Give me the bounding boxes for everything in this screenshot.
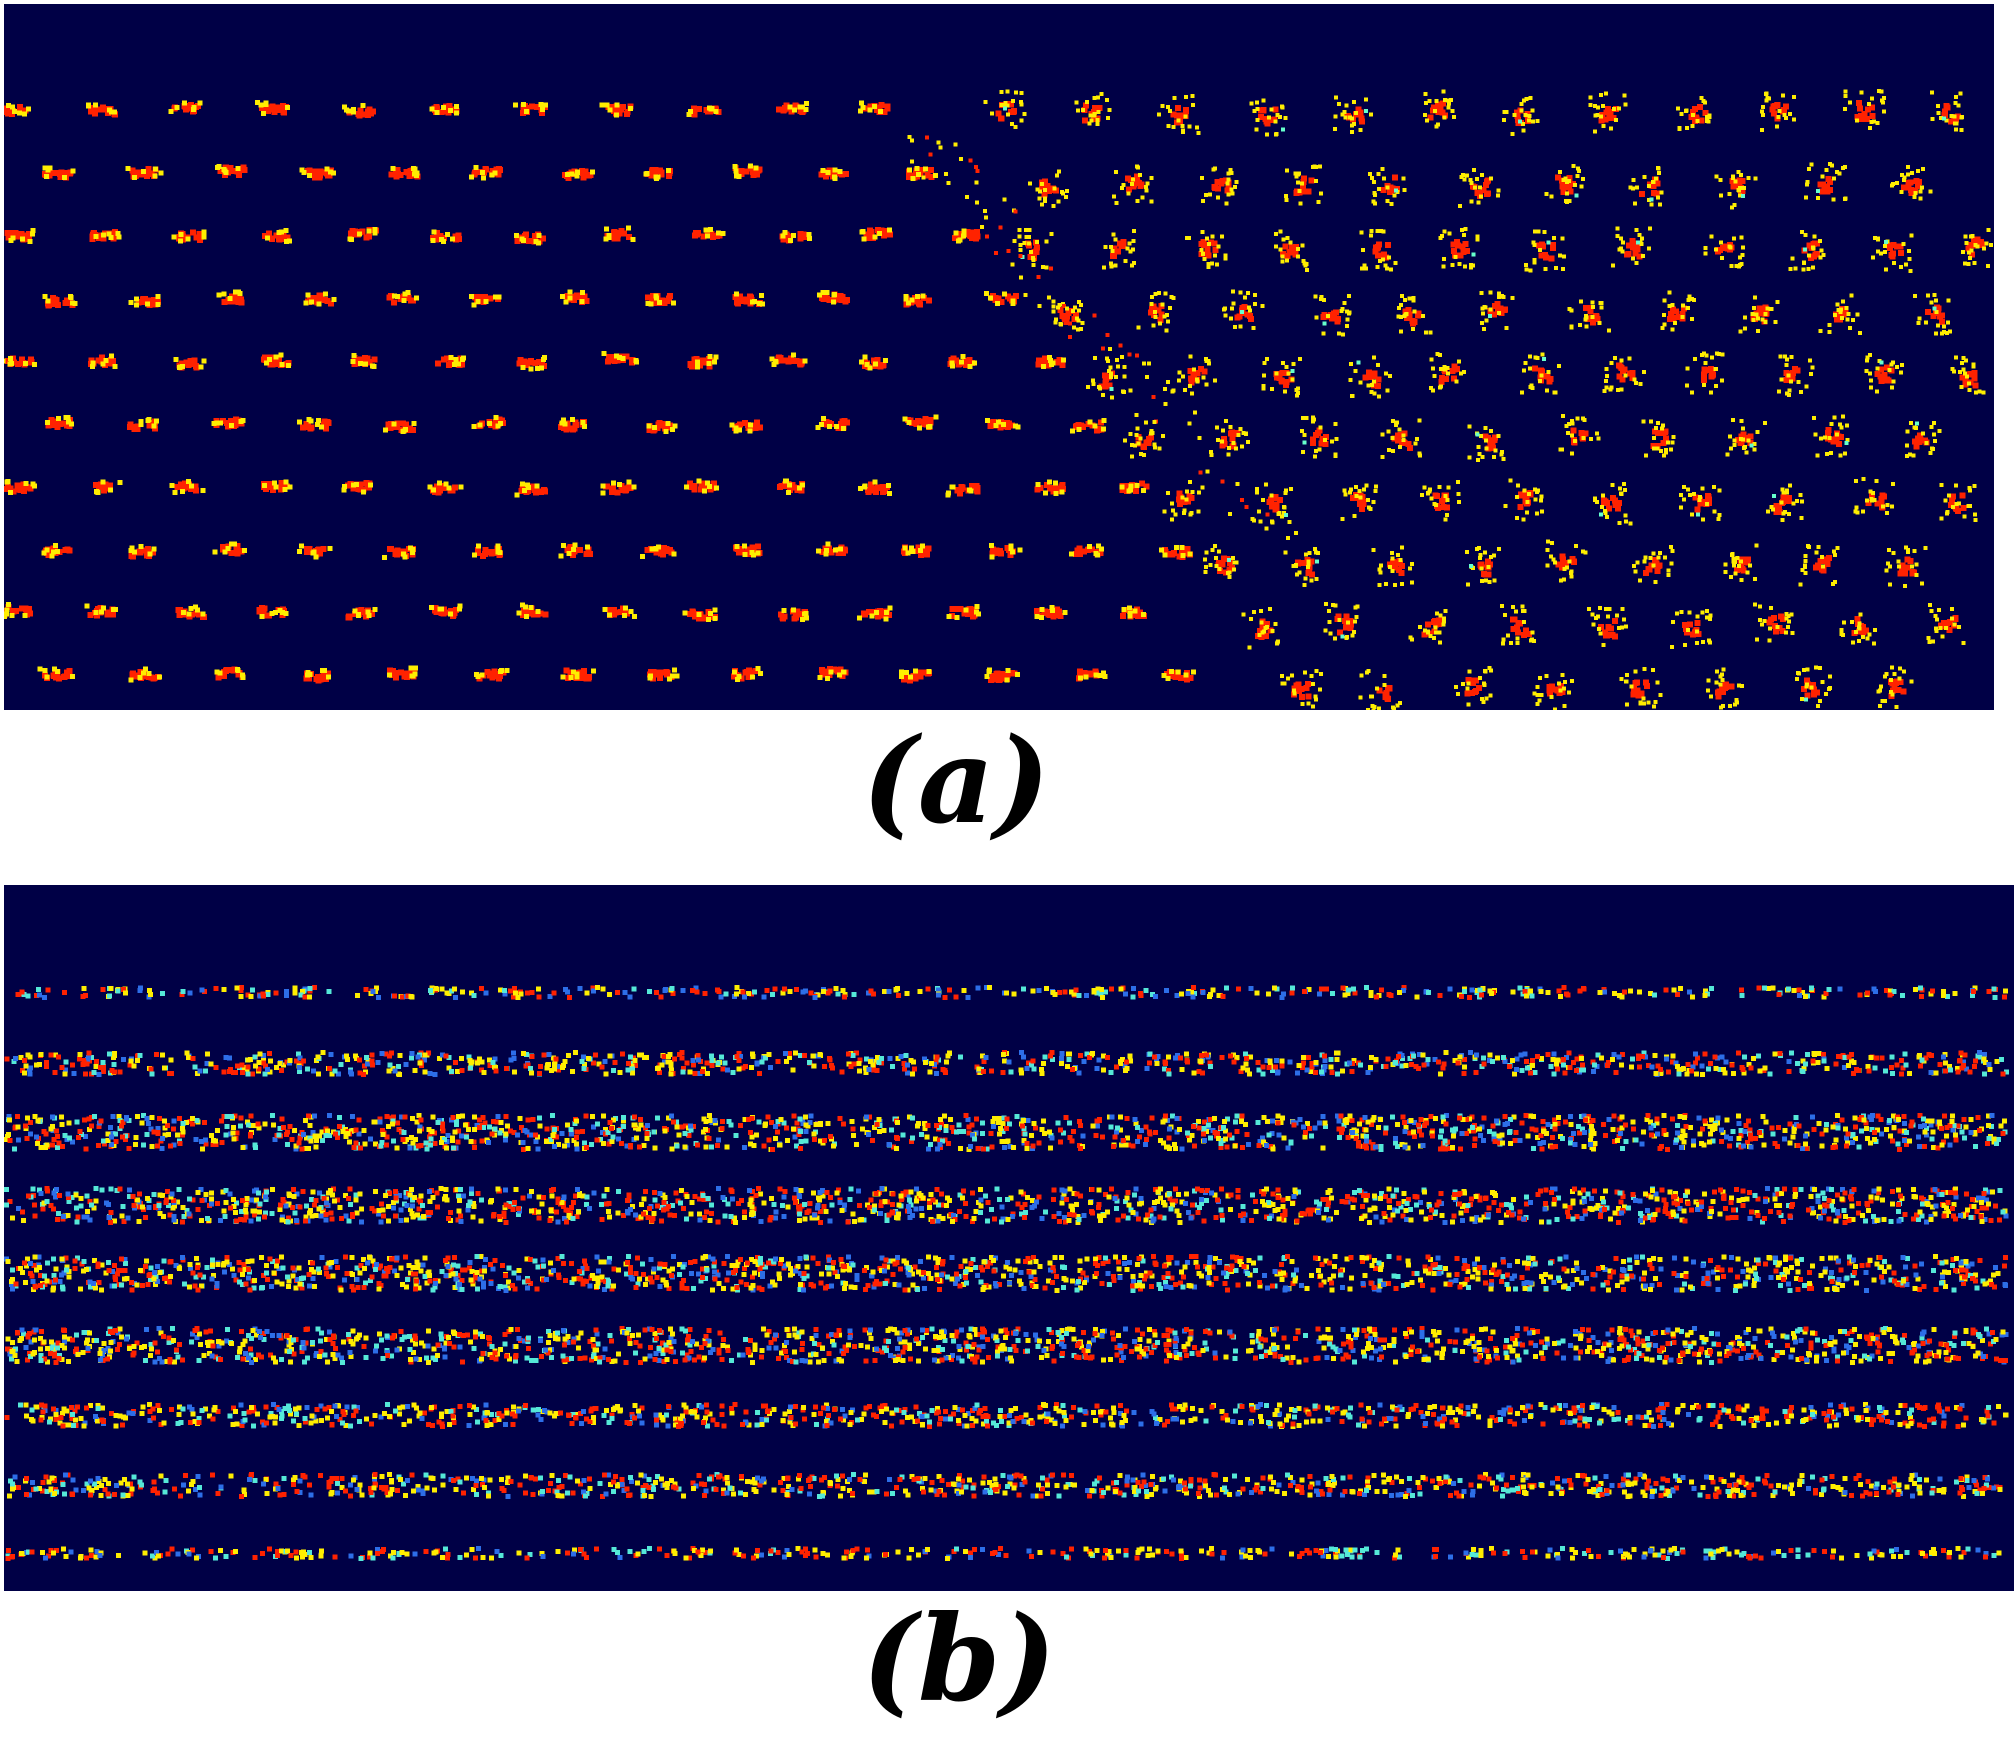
panel-a-label: (a) bbox=[862, 711, 1051, 850]
panel-b-plot bbox=[4, 985, 2009, 1561]
panel-b-label: (b) bbox=[862, 1589, 1057, 1728]
panel-a-density-map bbox=[4, 4, 1994, 710]
panel-a-plot bbox=[4, 89, 1993, 710]
panel-b-density-map bbox=[4, 885, 2014, 1591]
